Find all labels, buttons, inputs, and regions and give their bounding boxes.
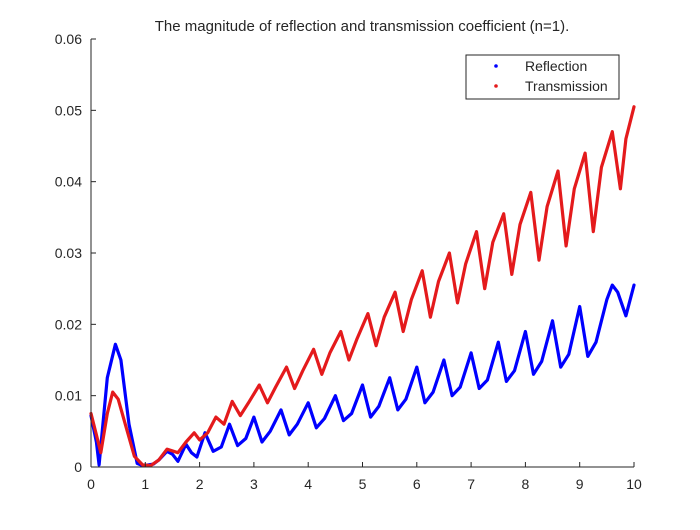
legend-marker-transmission <box>494 84 498 88</box>
x-tick-label: 7 <box>467 476 475 492</box>
chart-title: The magnitude of reflection and transmis… <box>155 18 570 35</box>
y-tick-label: 0 <box>74 459 82 475</box>
axes-layer: 0 1 2 3 4 5 6 7 8 9 10 0 0.01 0.02 0.03 0.04 0.05 0.06 <box>55 31 642 492</box>
y-tick-label: 0.02 <box>55 316 82 332</box>
plot-area <box>91 39 634 467</box>
y-tick-label: 0.04 <box>55 174 82 190</box>
legend-box <box>465 54 620 100</box>
x-tick-label: 5 <box>359 476 367 492</box>
x-tick-label: 0 <box>87 476 95 492</box>
y-tick-label: 0.01 <box>55 388 82 404</box>
y-tick-label: 0.05 <box>55 102 82 118</box>
legend: Reflection Transmission <box>465 54 620 100</box>
plot-background <box>91 39 634 467</box>
x-tick-label: 10 <box>626 476 642 492</box>
legend-label-reflection: Reflection <box>525 58 587 74</box>
x-tick-label: 8 <box>522 476 530 492</box>
legend-marker-reflection <box>494 64 498 68</box>
x-tick-label: 6 <box>413 476 421 492</box>
y-tick-label: 0.06 <box>55 31 82 47</box>
legend-label-transmission: Transmission <box>525 78 608 94</box>
series-layer <box>89 105 636 468</box>
x-tick-label: 9 <box>576 476 584 492</box>
series-line-transmission <box>89 105 636 468</box>
y-tick-label: 0.03 <box>55 245 82 261</box>
x-tick-label: 4 <box>304 476 312 492</box>
x-tick-label: 3 <box>250 476 258 492</box>
x-tick-label: 1 <box>141 476 149 492</box>
x-tick-label: 2 <box>196 476 204 492</box>
